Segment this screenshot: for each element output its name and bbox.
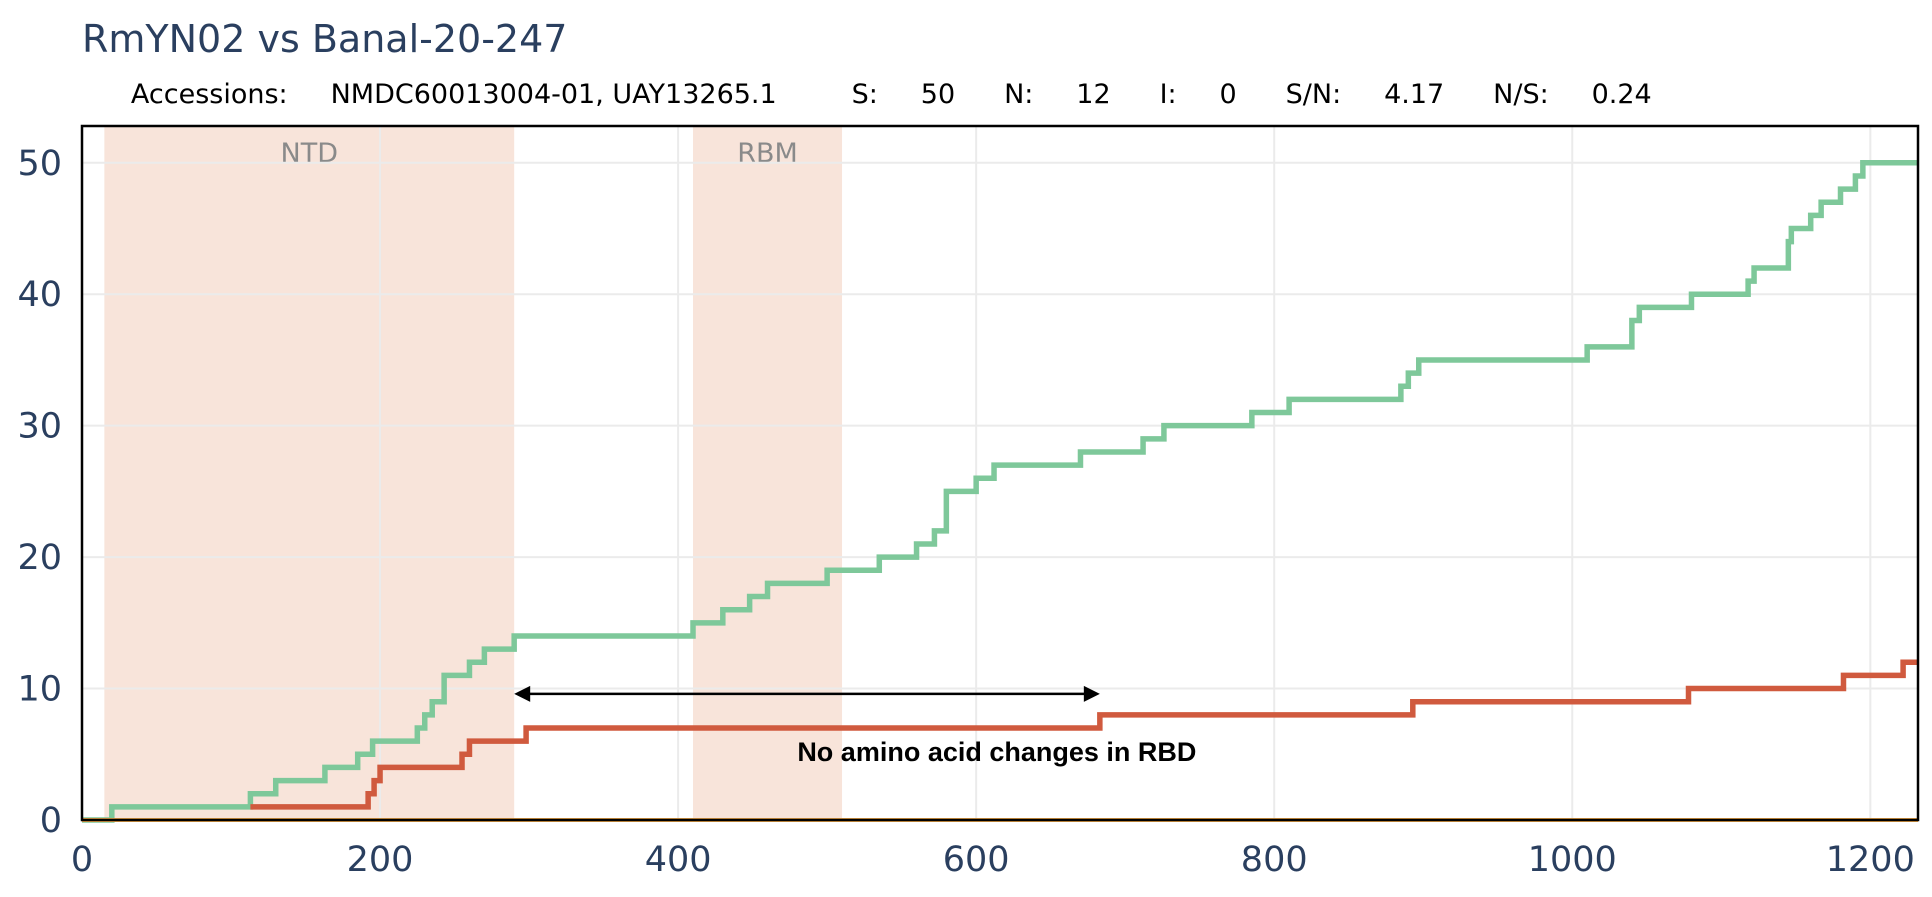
x-tick-label: 800 (1241, 840, 1308, 880)
y-tick-label: 50 (17, 144, 62, 184)
y-tick-label: 10 (17, 670, 62, 710)
n-label: N: (1004, 79, 1033, 110)
y-tick-label: 20 (17, 538, 62, 578)
y-tick-label: 0 (40, 801, 62, 841)
annotation-arrowhead-right (1083, 685, 1100, 702)
s-value: 50 (921, 79, 955, 110)
x-tick-label: 0 (71, 840, 93, 880)
n-value: 12 (1076, 79, 1110, 110)
x-tick-label: 400 (645, 840, 712, 880)
region-rbm (693, 126, 843, 820)
annotation-label: No amino acid changes in RBD (797, 737, 1196, 767)
x-tick-label: 200 (347, 840, 414, 880)
region-label-ntd: NTD (281, 138, 338, 169)
accessions-label: Accessions: (131, 79, 288, 110)
chart-title: RmYN02 vs Banal-20-247 (82, 17, 567, 61)
x-tick-label: 1200 (1826, 840, 1915, 880)
x-tick-label: 1000 (1528, 840, 1617, 880)
sn-value: 4.17 (1384, 79, 1444, 110)
accessions-value: NMDC60013004-01, UAY13265.1 (331, 79, 777, 110)
annotation-arrowhead-left (514, 685, 531, 702)
highlight-regions: NTD RBM (104, 126, 843, 820)
sn-label: S/N: (1286, 79, 1342, 110)
series-line-1 (250, 659, 1918, 810)
i-label: I: (1160, 79, 1177, 110)
grid-lines (82, 126, 1918, 820)
ns-label: N/S: (1493, 79, 1549, 110)
x-axis-ticks: 0 200 400 600 800 1000 1200 (71, 840, 1915, 880)
y-axis-ticks: 0 10 20 30 40 50 (17, 144, 62, 841)
region-ntd (104, 126, 515, 820)
region-label-rbm: RBM (737, 138, 798, 169)
series-line-0 (82, 160, 1918, 823)
annotation: No amino acid changes in RBD (514, 685, 1196, 767)
y-tick-label: 30 (17, 407, 62, 447)
ns-value: 0.24 (1592, 79, 1652, 110)
i-value: 0 (1220, 79, 1237, 110)
y-tick-label: 40 (17, 275, 62, 315)
chart-subtitle: Accessions: NMDC60013004-01, UAY13265.1 … (88, 79, 1677, 110)
x-tick-label: 600 (943, 840, 1010, 880)
s-label: S: (852, 79, 878, 110)
plot-frame (80, 124, 1920, 822)
